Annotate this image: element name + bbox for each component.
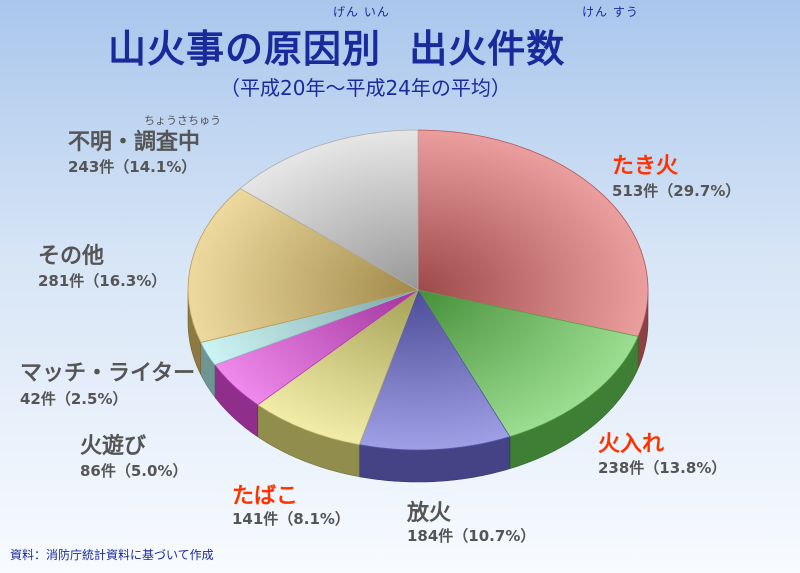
label-takibi-value: 513件（29.7%）: [612, 182, 741, 200]
label-fumei-value: 243件（14.1%）: [68, 158, 197, 176]
pie-slice-2: [358, 289, 511, 451]
label-fumei-name: 不明・調査中: [68, 130, 201, 155]
pie-side-layer: [187, 291, 649, 483]
label-fumei-ruby: ちょうさちゅう: [144, 114, 221, 127]
pie-slice-7: [239, 129, 419, 291]
title-part2: 出火件数: [409, 27, 566, 71]
title-ruby-kensuu: けん すう: [582, 5, 639, 19]
label-sonota-value: 281件（16.3%）: [38, 272, 167, 290]
pie-slice-1: [417, 289, 639, 438]
label-hiire-name: 火入れ: [598, 432, 665, 457]
title-ruby-genin: げん いん: [333, 5, 390, 19]
source-note: 資料：消防庁統計資料に基づいて作成: [10, 548, 214, 562]
page-title: 山火事の原因別 出火件数: [108, 18, 565, 73]
pie-slice-3: [257, 288, 419, 446]
pie-slice-0: [417, 129, 649, 337]
label-takibi-name: たき火: [612, 154, 679, 179]
label-hiire-value: 238件（13.8%）: [598, 459, 727, 477]
label-tabako-name: たばこ: [232, 484, 299, 509]
label-hiasobi-name: 火遊び: [80, 434, 147, 459]
pie-top-layer: [187, 129, 649, 451]
label-sonota-name: その他: [38, 244, 105, 269]
label-hiasobi-value: 86件（5.0%）: [80, 462, 188, 480]
page-subtitle: （平成20年～平成24年の平均）: [220, 76, 511, 100]
label-match-name: マッチ・ライター: [20, 361, 196, 386]
title-part1: 山火事の原因別: [108, 27, 382, 71]
label-houka-value: 184件（10.7%）: [407, 527, 536, 545]
label-match-value: 42件（2.5%）: [20, 390, 128, 408]
pie-slice-6: [187, 188, 420, 343]
label-houka-name: 放火: [407, 501, 452, 526]
label-tabako-value: 141件（8.1%）: [232, 510, 350, 528]
